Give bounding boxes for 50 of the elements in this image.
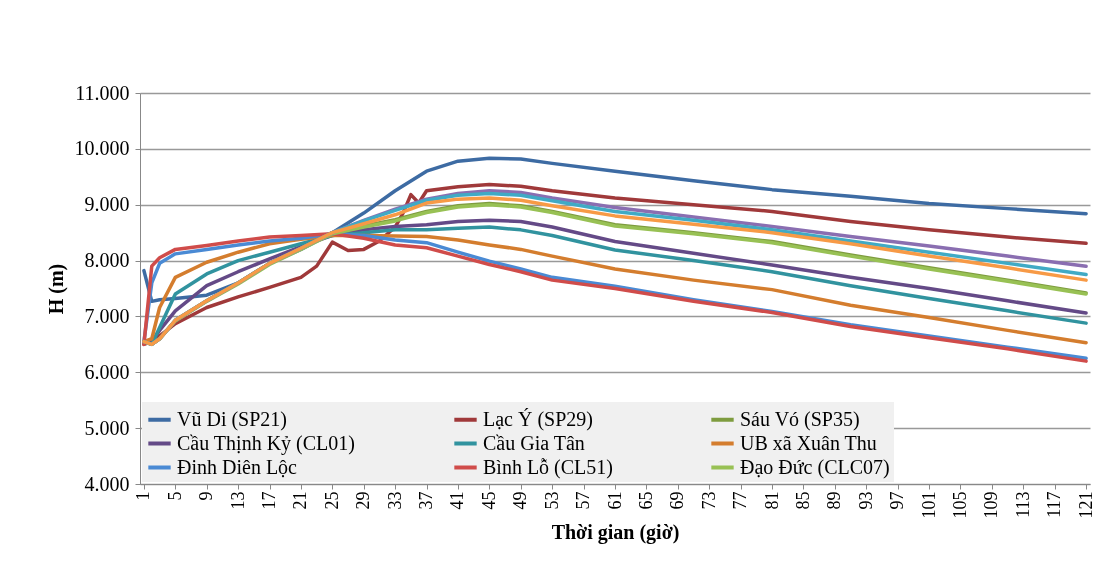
y-tick-label: 4.000 — [84, 472, 130, 495]
x-tick-label: 25 — [321, 491, 342, 510]
legend-label: UB xã Xuân Thu — [740, 431, 877, 454]
x-tick-label: 37 — [416, 491, 437, 510]
legend-label: Cầu Thịnh Kỷ (CL01) — [177, 431, 355, 455]
x-tick-label: 81 — [761, 491, 782, 510]
x-tick-label: 1 — [133, 491, 154, 501]
legend-label: Cầu Gia Tân — [483, 431, 585, 454]
x-tick-label: 85 — [792, 491, 813, 510]
x-tick-label: 101 — [918, 491, 939, 519]
x-tick-label: 117 — [1044, 491, 1065, 518]
y-tick-label: 6.000 — [84, 360, 130, 383]
x-tick-label: 69 — [667, 491, 688, 510]
legend-label: Đinh Diên Lộc — [177, 455, 298, 478]
x-tick-label: 105 — [949, 491, 970, 519]
x-tick-label: 89 — [824, 491, 845, 510]
y-tick-label: 10.000 — [74, 137, 130, 160]
x-tick-label: 9 — [196, 491, 217, 501]
legend-label: Bình Lỗ (CL51) — [483, 455, 613, 479]
x-tick-label: 93 — [855, 491, 876, 510]
y-tick-label: 9.000 — [84, 193, 130, 216]
x-tick-label: 121 — [1075, 491, 1096, 519]
x-tick-label: 97 — [887, 491, 908, 510]
x-tick-label: 57 — [573, 491, 594, 510]
x-tick-label: 17 — [259, 491, 280, 510]
legend-label: Sáu Vó (SP35) — [740, 407, 860, 431]
y-tick-label: 11.000 — [75, 81, 130, 104]
legend-label: Đạo Đức (CLC07) — [740, 455, 890, 479]
x-tick-label: 73 — [698, 491, 719, 510]
x-tick-label: 5 — [164, 491, 185, 501]
y-tick-label: 5.000 — [84, 416, 130, 439]
x-tick-label: 65 — [635, 491, 656, 510]
x-tick-label: 53 — [541, 491, 562, 510]
x-tick-label: 77 — [730, 491, 751, 510]
y-axis-title: H (m) — [44, 263, 68, 315]
legend-label: Lạc Ý (SP29) — [483, 407, 593, 431]
x-tick-label: 13 — [227, 491, 248, 510]
x-tick-label: 113 — [1012, 491, 1033, 518]
x-tick-label: 61 — [604, 491, 625, 510]
x-tick-label: 21 — [290, 491, 311, 510]
x-tick-label: 33 — [384, 491, 405, 510]
x-tick-label: 49 — [510, 491, 531, 510]
x-tick-label: 109 — [981, 491, 1002, 519]
legend-label: Vũ Di (SP21) — [177, 407, 288, 431]
y-tick-label: 8.000 — [84, 249, 130, 272]
x-tick-label: 45 — [478, 491, 499, 510]
x-axis-title: Thời gian (giờ) — [551, 520, 680, 544]
y-tick-label: 7.000 — [84, 304, 130, 327]
x-tick-label: 29 — [353, 491, 374, 510]
x-tick-label: 41 — [447, 491, 468, 510]
